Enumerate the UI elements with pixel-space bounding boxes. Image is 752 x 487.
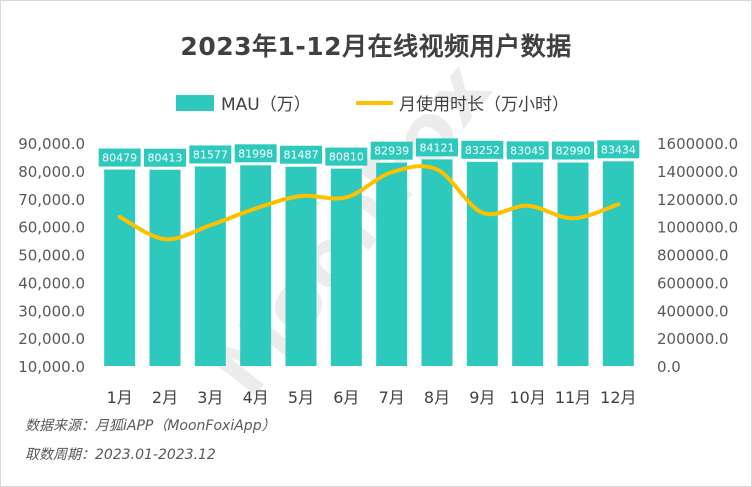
mau-bar	[557, 162, 589, 366]
x-tick-label: 12月	[600, 388, 636, 407]
y-right-tick-label: 600000.0	[657, 274, 729, 292]
mau-data-label: 84121	[420, 141, 455, 154]
y-left-tick-label: 80,000.0	[18, 163, 85, 181]
mau-data-label: 83045	[510, 144, 545, 157]
data-label-bg	[98, 148, 141, 167]
y-right-tick-label: 1000000.0	[657, 219, 738, 237]
x-tick-label: 10月	[509, 388, 545, 407]
x-tick-label: 5月	[288, 388, 314, 407]
mau-bar	[512, 162, 544, 366]
y-right-tick-label: 800000.0	[657, 247, 729, 265]
mau-data-label: 82990	[556, 145, 591, 158]
data-label-bg	[506, 141, 549, 160]
data-label-bg	[280, 145, 322, 164]
mau-bar	[376, 162, 408, 366]
mau-bar	[421, 159, 453, 366]
y-left-tick-label: 70,000.0	[18, 191, 85, 209]
x-tick-label: 6月	[333, 388, 359, 407]
y-left-tick-label: 20,000.0	[18, 330, 85, 348]
y-right-tick-label: 200000.0	[657, 330, 729, 348]
data-label-bg	[234, 144, 277, 163]
mau-data-label: 80413	[148, 152, 183, 165]
x-tick-label: 9月	[469, 388, 495, 407]
legend-label-mau: MAU（万）	[221, 95, 311, 115]
x-tick-label: 8月	[424, 388, 450, 407]
mau-data-label: 81998	[238, 147, 273, 160]
x-tick-label: 1月	[107, 388, 133, 407]
y-left-tick-label: 30,000.0	[18, 302, 85, 320]
mau-bar	[149, 169, 181, 366]
y-right-tick-label: 1200000.0	[657, 191, 738, 209]
y-right-tick-label: 1600000.0	[657, 135, 738, 153]
mau-data-label: 83252	[465, 144, 500, 157]
y-right-tick-label: 400000.0	[657, 302, 729, 320]
mau-data-label: 83434	[601, 143, 636, 156]
y-left-tick-label: 90,000.0	[18, 135, 85, 153]
y-left-tick-label: 40,000.0	[18, 274, 85, 292]
data-label-bg	[416, 138, 458, 157]
mau-data-label: 80479	[102, 152, 137, 165]
mau-data-label: 82939	[374, 145, 409, 158]
x-tick-label: 7月	[379, 388, 405, 407]
x-tick-label: 2月	[152, 388, 178, 407]
mau-data-label: 81487	[284, 149, 319, 162]
legend-label-usage: 月使用时长（万小时）	[399, 94, 569, 115]
data-source-note: 数据来源：月狐iAPP（MoonFoxiApp）	[25, 418, 276, 434]
x-tick-label: 3月	[197, 388, 223, 407]
legend-swatch-mau	[176, 95, 214, 111]
mau-bar	[466, 161, 498, 366]
data-label-bg	[597, 140, 640, 159]
data-label-bg	[461, 140, 504, 159]
mau-data-label: 81577	[193, 148, 228, 161]
y-right-tick-label: 0.0	[657, 358, 681, 376]
y-left-tick-label: 50,000.0	[18, 247, 85, 265]
mau-bar	[240, 165, 272, 366]
data-label-bg	[325, 147, 368, 166]
y-right-tick-label: 1400000.0	[657, 163, 738, 181]
mau-bar	[330, 168, 362, 366]
data-label-bg	[552, 141, 594, 160]
data-period-note: 取数周期：2023.01-2023.12	[25, 447, 216, 463]
y-left-tick-label: 60,000.0	[18, 219, 85, 237]
data-label-bg	[144, 148, 186, 167]
mau-bar	[602, 161, 634, 366]
usage-hours-line	[117, 164, 621, 242]
data-label-bg	[370, 141, 413, 160]
x-tick-label: 4月	[243, 388, 269, 407]
mau-data-label: 80810	[329, 151, 364, 164]
x-tick-label: 11月	[555, 388, 591, 407]
data-label-bg	[189, 145, 232, 164]
mau-bar	[104, 169, 136, 366]
y-left-tick-label: 10,000.0	[18, 358, 85, 376]
mau-bar	[194, 166, 226, 366]
chart-title: 2023年1-12月在线视频用户数据	[180, 32, 572, 61]
